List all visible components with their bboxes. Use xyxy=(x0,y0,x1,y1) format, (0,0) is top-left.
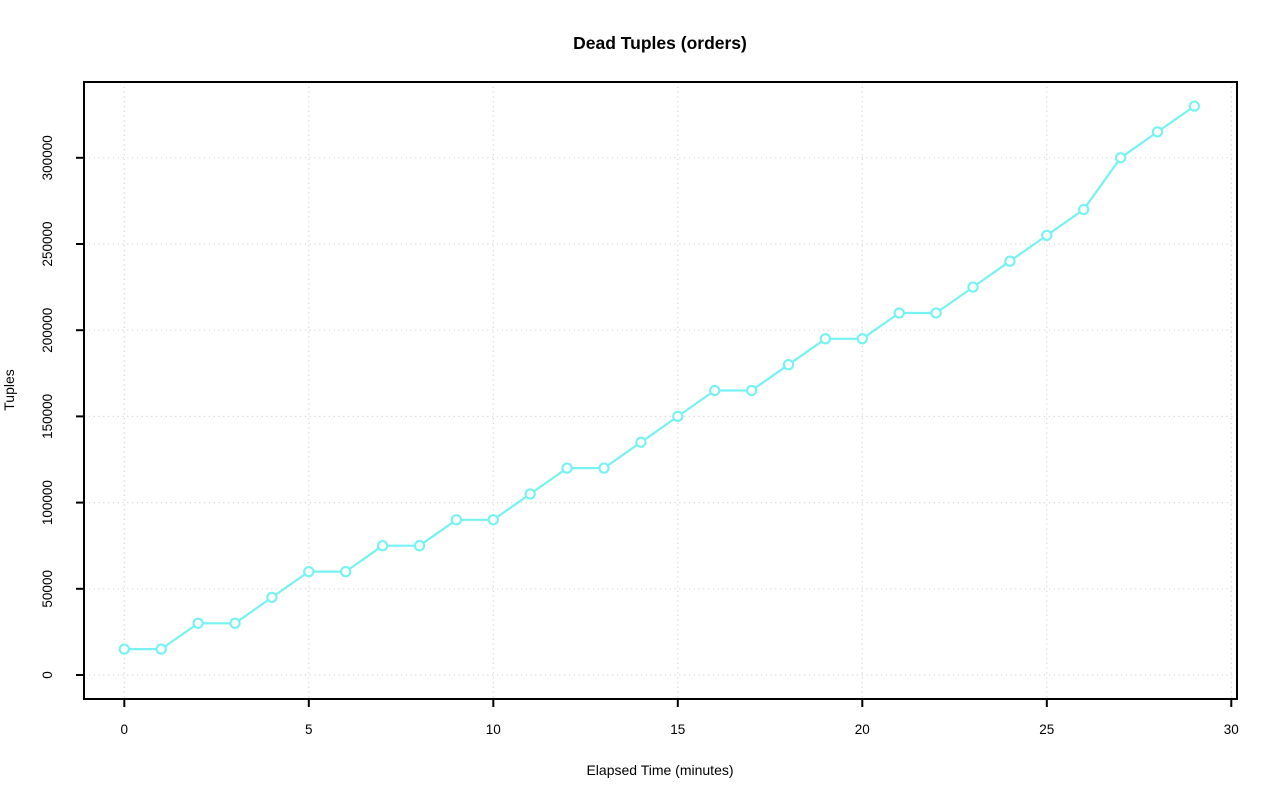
data-point xyxy=(192,617,204,629)
data-point xyxy=(1004,255,1016,267)
y-tick-label: 200000 xyxy=(40,308,55,353)
y-tick-label: 100000 xyxy=(40,480,55,525)
data-point xyxy=(1151,126,1164,138)
data-point xyxy=(967,281,979,293)
data-point xyxy=(229,617,241,629)
data-point xyxy=(266,591,278,604)
x-tick-label: 0 xyxy=(121,722,129,737)
data-point xyxy=(413,540,426,552)
data-point xyxy=(450,514,463,526)
x-tick-label: 15 xyxy=(670,722,685,737)
x-tick-label: 5 xyxy=(305,722,313,737)
data-point xyxy=(930,307,942,319)
x-tick-label: 25 xyxy=(1039,722,1054,737)
x-tick-label: 10 xyxy=(486,722,501,737)
data-point xyxy=(340,565,352,578)
data-point xyxy=(1188,100,1201,112)
data-point xyxy=(1041,229,1053,242)
data-point xyxy=(561,462,573,474)
x-axis-label: Elapsed Time (minutes) xyxy=(586,762,733,778)
series-line xyxy=(123,104,1196,651)
data-point xyxy=(376,540,389,552)
data-point xyxy=(709,384,721,397)
x-tick-label: 20 xyxy=(855,722,870,737)
data-point xyxy=(598,462,610,474)
data-point xyxy=(635,436,647,448)
y-tick-label: 150000 xyxy=(40,394,55,439)
y-tick-label: 0 xyxy=(40,671,55,679)
gridlines xyxy=(84,82,1237,699)
y-axis-label: Tuples xyxy=(1,369,17,411)
y-tick-label: 250000 xyxy=(40,221,55,266)
axes: 0 5 10 15 20 25 30 0 50000 100000 150000 200000 2500… xyxy=(40,135,1239,737)
data-point xyxy=(893,307,905,319)
data-point xyxy=(524,488,536,500)
data-point xyxy=(155,643,167,655)
data-point xyxy=(1078,203,1090,216)
data-point xyxy=(303,565,315,578)
data-point xyxy=(118,643,130,655)
data-point xyxy=(745,384,758,397)
data-point xyxy=(487,514,499,526)
data-series xyxy=(118,100,1201,655)
y-tick-label: 50000 xyxy=(40,570,55,608)
data-point xyxy=(819,333,832,345)
data-point xyxy=(856,333,868,345)
data-point xyxy=(672,410,684,423)
chart-title: Dead Tuples (orders) xyxy=(573,33,747,53)
x-tick-label: 30 xyxy=(1224,722,1239,737)
y-tick-label: 300000 xyxy=(40,135,55,180)
data-point xyxy=(782,359,795,371)
data-point xyxy=(1114,152,1127,164)
plot-border xyxy=(83,81,1238,700)
